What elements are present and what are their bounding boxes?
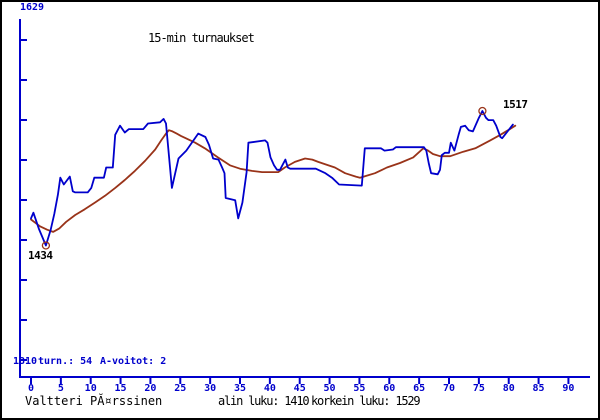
player-name: Valtteri PĂ¤rssinen bbox=[25, 394, 163, 408]
x-tick-label: 40 bbox=[263, 383, 276, 394]
lowest-value-label: alin luku: 1410 bbox=[218, 394, 310, 408]
y-axis-min-label: 1310 bbox=[13, 356, 38, 367]
x-tick-label: 85 bbox=[532, 383, 545, 394]
x-tick-label: 80 bbox=[502, 383, 515, 394]
x-tick-label: 25 bbox=[174, 383, 187, 394]
chart-title: 15-min turnaukset bbox=[148, 31, 255, 45]
x-tick-label: 90 bbox=[562, 383, 575, 394]
x-tick-label: 45 bbox=[293, 383, 306, 394]
highest-value-label: korkein luku: 1529 bbox=[311, 394, 421, 408]
x-tick-label: 35 bbox=[233, 383, 247, 394]
y-axis-max-label: 1629 bbox=[20, 2, 45, 13]
x-tick-label: 20 bbox=[144, 383, 157, 394]
tournaments-count: turn.: 54 bbox=[38, 356, 93, 367]
x-tick-label: 70 bbox=[442, 383, 456, 394]
x-tick-label: 30 bbox=[204, 383, 217, 394]
last-rating-label: 1517 bbox=[503, 98, 528, 111]
max-marker-circle bbox=[478, 106, 487, 116]
x-tick-label: 0 bbox=[27, 383, 35, 394]
min-marker-circle bbox=[41, 241, 51, 250]
x-tick-label: 75 bbox=[472, 383, 485, 394]
x-tick-label: 60 bbox=[383, 383, 396, 394]
first-rating-label: 1434 bbox=[28, 249, 53, 262]
x-tick-label: 55 bbox=[353, 383, 366, 394]
rating-trend-line bbox=[30, 124, 517, 233]
x-tick-label: 65 bbox=[413, 383, 426, 394]
x-tick-label: 15 bbox=[114, 383, 127, 394]
tournament-rating-line bbox=[30, 110, 514, 247]
x-tick-label: 10 bbox=[84, 383, 97, 394]
x-tick-label: 50 bbox=[323, 383, 336, 394]
a-wins-count: A-voitot: 2 bbox=[100, 356, 167, 367]
x-tick-label: 5 bbox=[57, 383, 64, 394]
